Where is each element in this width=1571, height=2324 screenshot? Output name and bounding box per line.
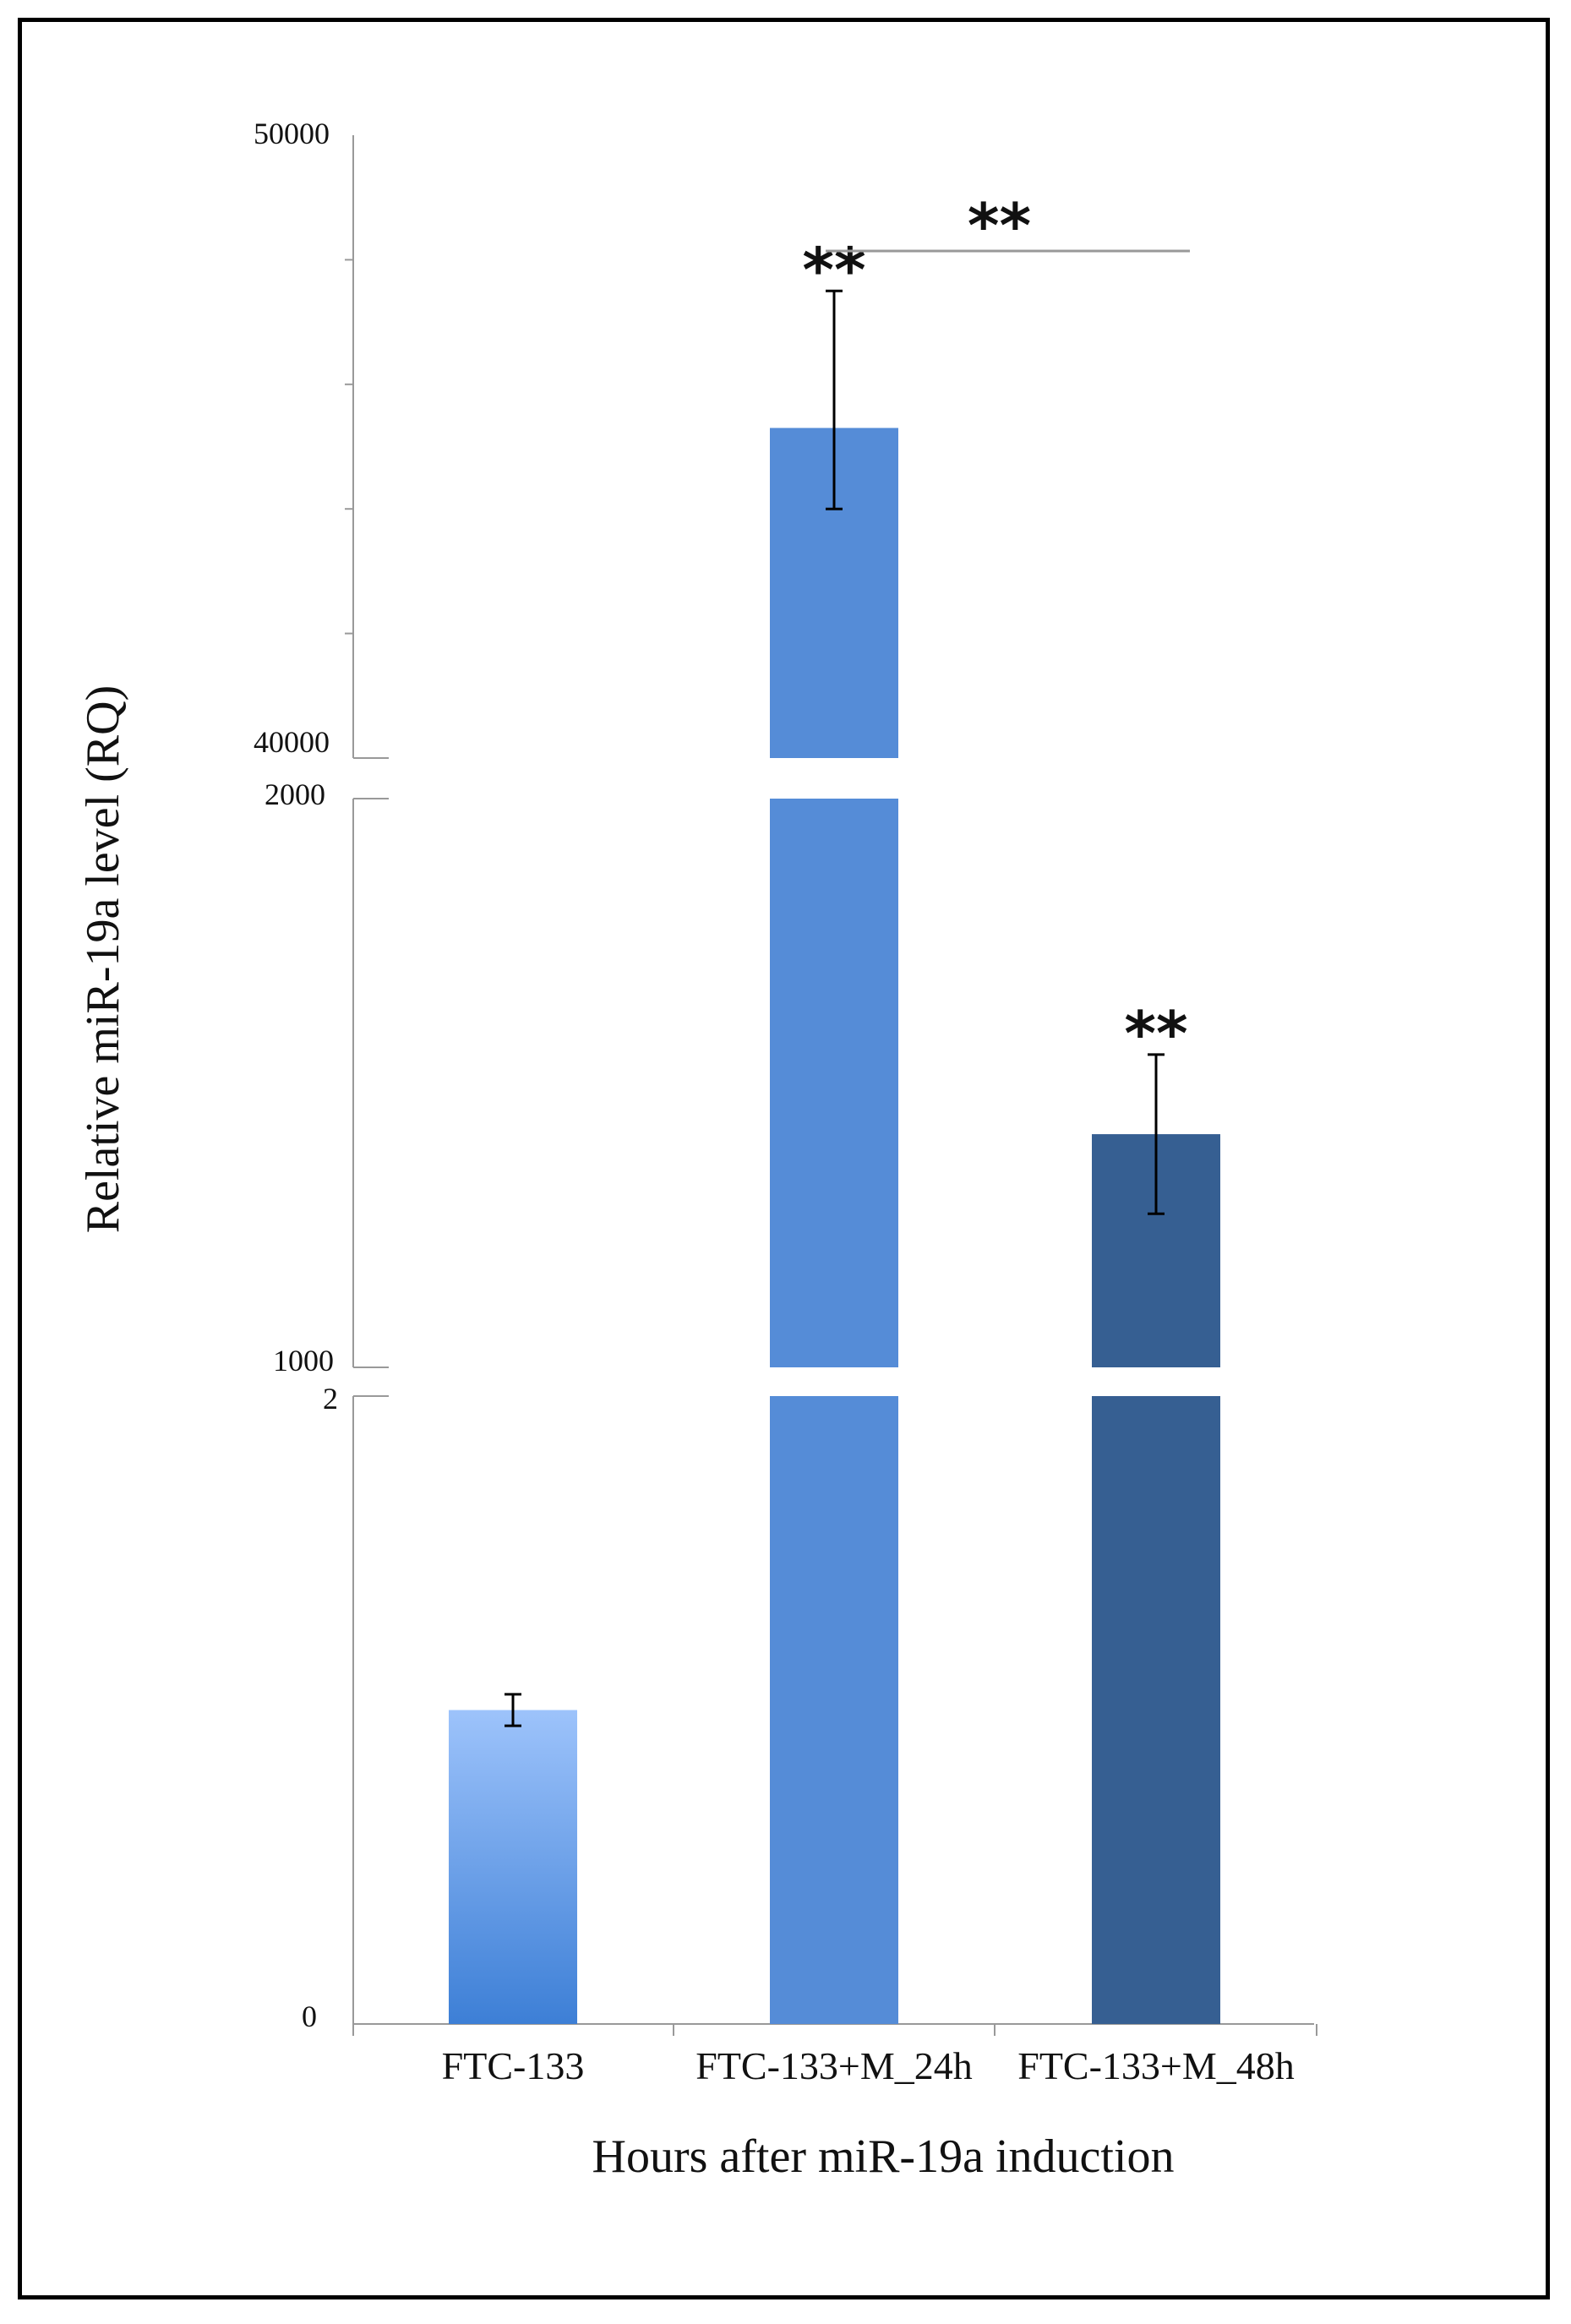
bar-2 (770, 1396, 898, 2024)
x-tick-label: FTC-133+M_24h (695, 2044, 973, 2087)
x-tick-label: FTC-133+M_48h (1017, 2044, 1295, 2087)
significance-marker: ** (802, 234, 865, 305)
y-tick-label: 1000 (273, 1344, 334, 1377)
y-tick-label: 40000 (254, 725, 330, 759)
x-tick-label: FTC-133 (442, 2044, 585, 2087)
y-tick-label: 2 (323, 1382, 338, 1416)
y-tick-label: 50000 (254, 117, 330, 150)
bar-3 (1092, 1396, 1220, 2024)
y-axis-title: Relative miR-19a level (RQ) (77, 685, 129, 1233)
significance-bracket-label: ** (968, 190, 1031, 261)
y-tick-label: 2000 (265, 777, 325, 811)
x-axis-title: Hours after miR-19a induction (592, 2130, 1175, 2183)
bar-2 (770, 799, 898, 1367)
bar-1 (449, 1710, 577, 2024)
significance-marker: ** (1124, 998, 1187, 1069)
y-tick-label: 0 (302, 1999, 317, 2033)
